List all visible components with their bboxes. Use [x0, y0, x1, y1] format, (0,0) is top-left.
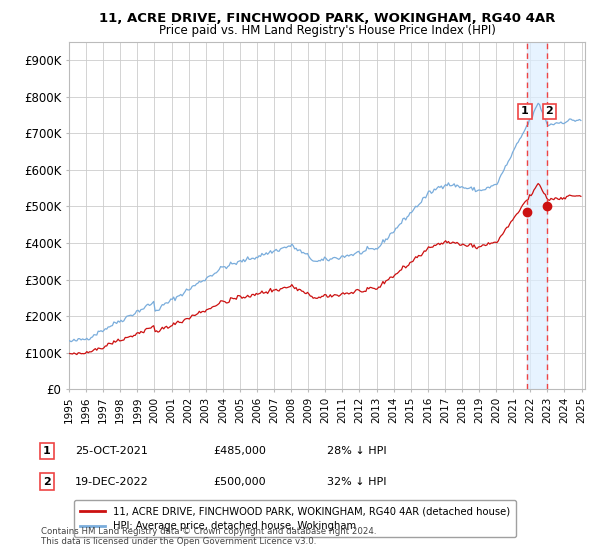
Text: 32% ↓ HPI: 32% ↓ HPI: [327, 477, 386, 487]
Text: 11, ACRE DRIVE, FINCHWOOD PARK, WOKINGHAM, RG40 4AR: 11, ACRE DRIVE, FINCHWOOD PARK, WOKINGHA…: [99, 12, 555, 25]
Text: 25-OCT-2021: 25-OCT-2021: [75, 446, 148, 456]
Text: 28% ↓ HPI: 28% ↓ HPI: [327, 446, 386, 456]
Bar: [527, 42, 547, 389]
Text: 1: 1: [43, 446, 50, 456]
Text: Contains HM Land Registry data © Crown copyright and database right 2024.
This d: Contains HM Land Registry data © Crown c…: [41, 526, 376, 546]
Text: 2: 2: [43, 477, 50, 487]
Text: 1: 1: [521, 106, 529, 116]
Text: Price paid vs. HM Land Registry's House Price Index (HPI): Price paid vs. HM Land Registry's House …: [158, 24, 496, 36]
Legend: 11, ACRE DRIVE, FINCHWOOD PARK, WOKINGHAM, RG40 4AR (detached house), HPI: Avera: 11, ACRE DRIVE, FINCHWOOD PARK, WOKINGHA…: [74, 500, 516, 537]
Text: 19-DEC-2022: 19-DEC-2022: [75, 477, 149, 487]
Text: £485,000: £485,000: [213, 446, 266, 456]
Text: 2: 2: [545, 106, 553, 116]
Text: £500,000: £500,000: [213, 477, 266, 487]
